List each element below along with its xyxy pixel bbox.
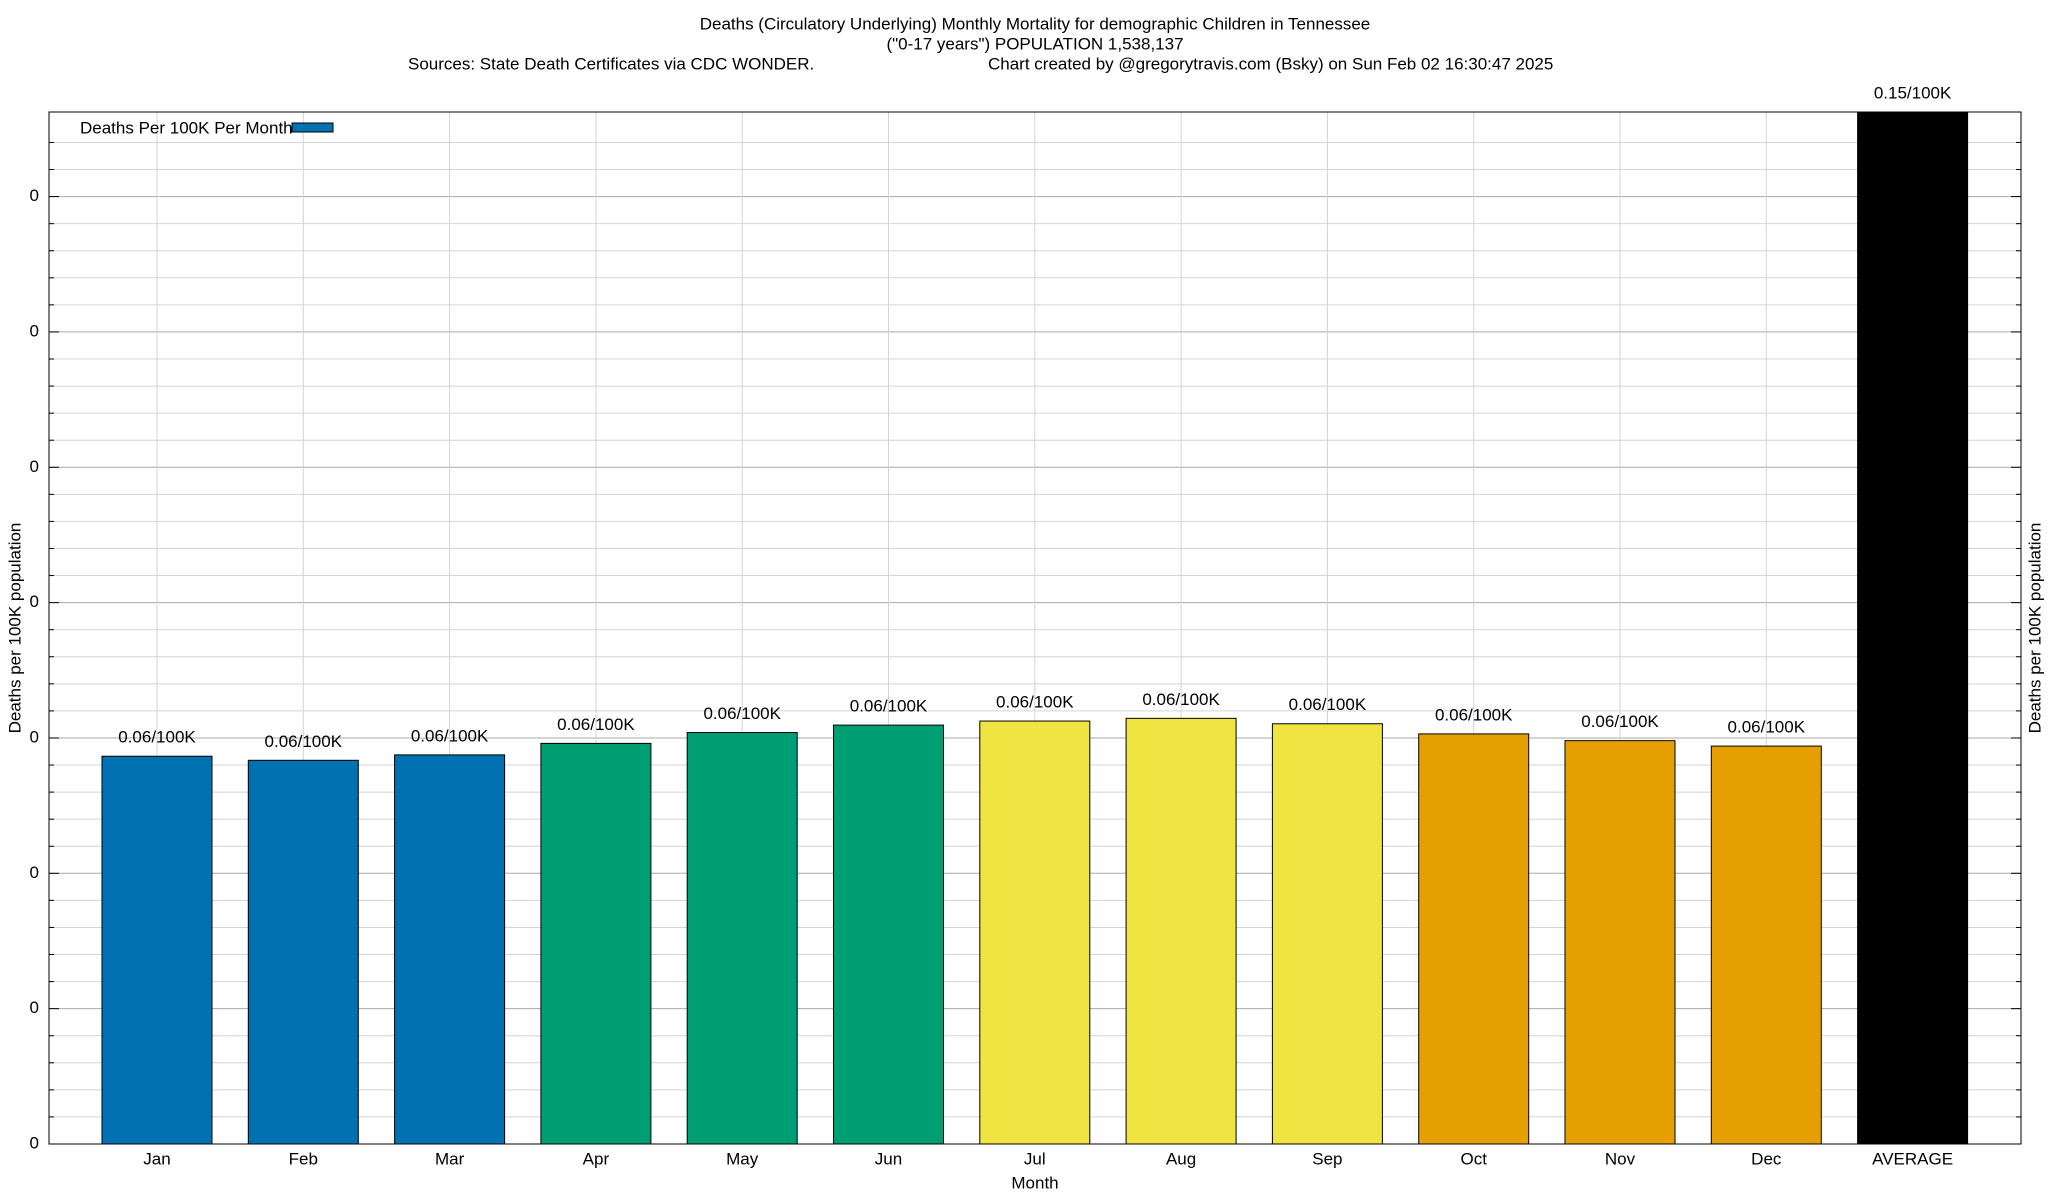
data-label: 0.06/100K [1289, 695, 1367, 714]
y-tick-label: 0 [30, 592, 39, 611]
x-axis-label: Month [1011, 1173, 1058, 1192]
data-label: 0.06/100K [1435, 705, 1513, 724]
data-label: 0.06/100K [411, 726, 489, 745]
bar [1271, 723, 1383, 1144]
data-label: 0.06/100K [557, 715, 635, 734]
data-label: 0.06/100K [1728, 718, 1806, 737]
bar [686, 732, 798, 1144]
bar [101, 755, 213, 1144]
bar [1418, 733, 1530, 1144]
x-tick-label: Aug [1166, 1149, 1196, 1168]
y2-axis-label: Deaths per 100K population [2025, 523, 2044, 734]
bar [540, 742, 652, 1144]
x-tick-label: Jan [143, 1149, 170, 1168]
bar [1564, 740, 1676, 1144]
x-tick-label: Dec [1751, 1149, 1782, 1168]
bar [833, 724, 944, 1144]
x-tick-label: Apr [583, 1149, 610, 1168]
legend-swatch [291, 122, 334, 133]
x-tick-label: May [726, 1149, 759, 1168]
data-label: 0.06/100K [118, 728, 196, 747]
x-tick-label: Sep [1312, 1149, 1342, 1168]
data-label: 0.06/100K [996, 693, 1074, 712]
x-tick-label: Jul [1024, 1149, 1046, 1168]
chart-source: Sources: State Death Certificates via CD… [408, 54, 814, 73]
data-label: 0.06/100K [703, 704, 781, 723]
data-label: 0.06/100K [850, 697, 928, 716]
y-tick-label: 0 [30, 186, 39, 205]
x-tick-label: Jun [875, 1149, 902, 1168]
data-label: 0.06/100K [1142, 690, 1220, 709]
chart-title: Deaths (Circulatory Underlying) Monthly … [700, 14, 1371, 33]
bar [979, 720, 1091, 1144]
y-tick-label: 0 [30, 1133, 39, 1152]
y-tick-label: 0 [30, 998, 39, 1017]
y-tick-label: 0 [30, 863, 39, 882]
bar [394, 754, 506, 1144]
data-label: 0.06/100K [265, 732, 343, 751]
y-tick-label: 0 [30, 727, 39, 746]
chart-subtitle: ("0-17 years") POPULATION 1,538,137 [886, 34, 1183, 53]
data-label: 0.06/100K [1581, 712, 1659, 731]
y-tick-label: 0 [30, 457, 39, 476]
y-tick-label: 0 [30, 321, 39, 340]
plot-frame [48, 111, 2022, 1145]
x-tick-label: Mar [435, 1149, 465, 1168]
x-tick-label: AVERAGE [1872, 1149, 1953, 1168]
x-tick-label: Oct [1460, 1149, 1487, 1168]
chart-credit: Chart created by @gregorytravis.com (Bsk… [988, 54, 1553, 73]
x-tick-label: Feb [289, 1149, 318, 1168]
plot-area [101, 112, 1969, 1144]
legend-label: Deaths Per 100K Per Month [80, 118, 293, 137]
bar [1125, 717, 1237, 1144]
data-label: 0.15/100K [1874, 83, 1952, 102]
bar [247, 759, 359, 1144]
x-tick-label: Nov [1605, 1149, 1636, 1168]
bar [1710, 745, 1822, 1144]
bar [1857, 112, 1969, 1144]
y-axis-label: Deaths per 100K population [5, 523, 24, 734]
